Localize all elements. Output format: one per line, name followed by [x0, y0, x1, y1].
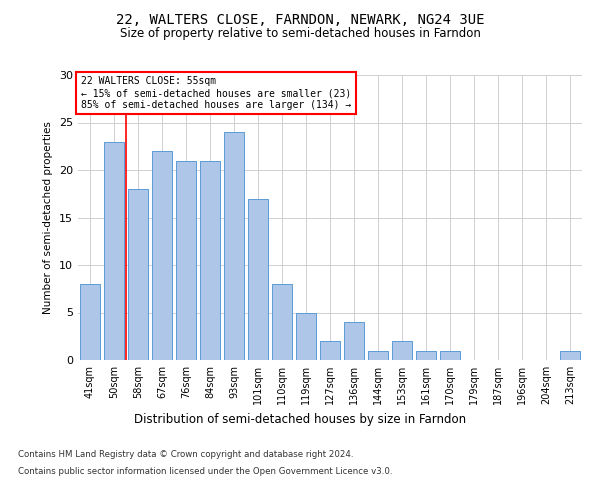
Bar — [128, 189, 148, 360]
Bar — [560, 350, 580, 360]
Text: Contains HM Land Registry data © Crown copyright and database right 2024.: Contains HM Land Registry data © Crown c… — [18, 450, 353, 459]
Bar — [272, 284, 292, 360]
Text: 22, WALTERS CLOSE, FARNDON, NEWARK, NG24 3UE: 22, WALTERS CLOSE, FARNDON, NEWARK, NG24… — [116, 12, 484, 26]
Text: Contains public sector information licensed under the Open Government Licence v3: Contains public sector information licen… — [18, 468, 392, 476]
Bar — [416, 350, 436, 360]
Text: Distribution of semi-detached houses by size in Farndon: Distribution of semi-detached houses by … — [134, 412, 466, 426]
Bar — [224, 132, 244, 360]
Bar — [344, 322, 364, 360]
Bar — [248, 198, 268, 360]
Bar — [440, 350, 460, 360]
Bar — [176, 160, 196, 360]
Y-axis label: Number of semi-detached properties: Number of semi-detached properties — [43, 121, 53, 314]
Bar — [320, 341, 340, 360]
Text: Size of property relative to semi-detached houses in Farndon: Size of property relative to semi-detach… — [119, 28, 481, 40]
Bar — [296, 312, 316, 360]
Bar — [80, 284, 100, 360]
Bar — [200, 160, 220, 360]
Bar — [392, 341, 412, 360]
Bar — [152, 151, 172, 360]
Text: 22 WALTERS CLOSE: 55sqm
← 15% of semi-detached houses are smaller (23)
85% of se: 22 WALTERS CLOSE: 55sqm ← 15% of semi-de… — [80, 76, 351, 110]
Bar — [368, 350, 388, 360]
Bar — [104, 142, 124, 360]
